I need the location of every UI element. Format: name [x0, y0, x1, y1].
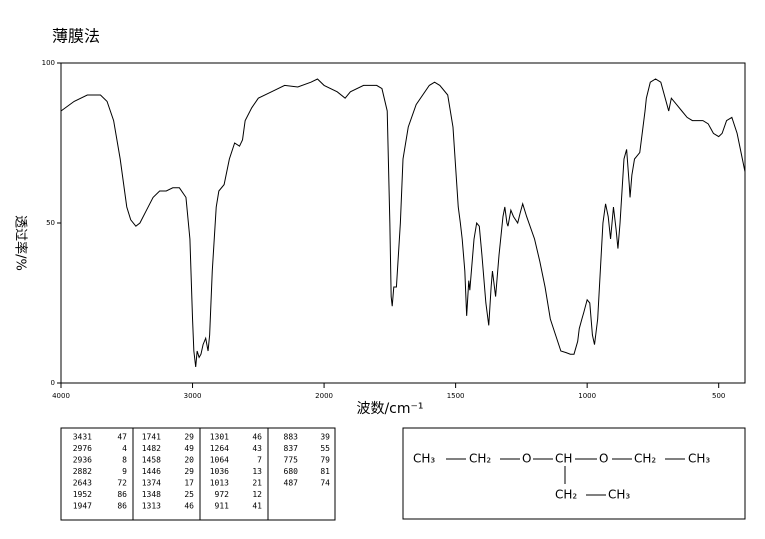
- peak-transmittance: 17: [184, 479, 194, 488]
- structure-group: CH₂: [634, 452, 656, 466]
- x-tick-label: 500: [712, 392, 725, 400]
- peak-transmittance: 47: [117, 433, 127, 442]
- x-tick-label: 3000: [184, 392, 202, 400]
- peak-transmittance: 86: [117, 502, 127, 511]
- spectrum-line: [60, 78, 746, 368]
- x-tick-label: 1000: [578, 392, 596, 400]
- y-tick-label: 0: [51, 379, 55, 387]
- peak-transmittance: 29: [184, 433, 194, 442]
- peak-wavenumber: 1947: [73, 502, 92, 511]
- peak-wavenumber: 1374: [142, 479, 161, 488]
- peak-transmittance: 7: [257, 456, 262, 465]
- structure-group: CH: [555, 452, 572, 466]
- peak-transmittance: 29: [184, 467, 194, 476]
- peak-transmittance: 86: [117, 490, 127, 499]
- peak-transmittance: 41: [252, 502, 262, 511]
- structure-group: CH₂: [469, 452, 491, 466]
- chart-title: 薄膜法: [52, 27, 100, 46]
- peak-wavenumber: 2936: [73, 456, 92, 465]
- structure-frame: [402, 427, 746, 520]
- structure-group: O: [599, 452, 608, 466]
- peak-wavenumber: 972: [215, 490, 230, 499]
- peak-wavenumber: 1313: [142, 502, 161, 511]
- peak-table-frame: [60, 427, 336, 521]
- peak-wavenumber: 1741: [142, 433, 161, 442]
- peak-wavenumber: 1458: [142, 456, 161, 465]
- peak-wavenumber: 3431: [73, 433, 92, 442]
- x-tick-label: 4000: [52, 392, 70, 400]
- peak-wavenumber: 911: [215, 502, 230, 511]
- peak-wavenumber: 1064: [210, 456, 229, 465]
- peak-transmittance: 9: [122, 467, 127, 476]
- peak-transmittance: 74: [320, 479, 330, 488]
- peak-transmittance: 12: [252, 490, 262, 499]
- peak-transmittance: 55: [320, 444, 330, 453]
- peak-wavenumber: 680: [284, 467, 299, 476]
- x-axis-label: 波数/cm⁻¹: [356, 401, 423, 417]
- y-tick-label: 100: [42, 59, 55, 67]
- x-tick-label: 2000: [315, 392, 333, 400]
- peak-wavenumber: 1446: [142, 467, 161, 476]
- peak-wavenumber: 883: [284, 433, 299, 442]
- peak-transmittance: 4: [122, 444, 127, 453]
- structure-bonds: [446, 458, 685, 496]
- peak-transmittance: 46: [184, 502, 194, 511]
- peak-wavenumber: 1013: [210, 479, 229, 488]
- peak-wavenumber: 1301: [210, 433, 229, 442]
- peak-wavenumber: 487: [284, 479, 299, 488]
- peak-transmittance: 72: [117, 479, 127, 488]
- structure-group: CH₃: [688, 452, 710, 466]
- peak-transmittance: 79: [320, 456, 330, 465]
- peak-transmittance: 81: [320, 467, 330, 476]
- peak-wavenumber: 1482: [142, 444, 161, 453]
- peak-transmittance: 20: [184, 456, 194, 465]
- peak-wavenumber: 1036: [210, 467, 229, 476]
- structure-group: CH₃: [608, 488, 630, 502]
- y-tick-label: 50: [46, 219, 55, 227]
- peak-transmittance: 21: [252, 479, 262, 488]
- peak-transmittance: 8: [122, 456, 127, 465]
- peak-wavenumber: 2882: [73, 467, 92, 476]
- peak-wavenumber: 1348: [142, 490, 161, 499]
- y-axis-label: 透过率/%: [13, 215, 29, 271]
- peak-transmittance: 39: [320, 433, 330, 442]
- x-tick-label: 1500: [447, 392, 465, 400]
- structure-group: CH₃: [413, 452, 435, 466]
- peak-transmittance: 25: [184, 490, 194, 499]
- structure-group: CH₂: [555, 488, 577, 502]
- peak-wavenumber: 2976: [73, 444, 92, 453]
- peak-wavenumber: 775: [284, 456, 299, 465]
- peak-transmittance: 49: [184, 444, 194, 453]
- peak-wavenumber: 837: [284, 444, 299, 453]
- plot-frame: [60, 62, 746, 384]
- peak-transmittance: 46: [252, 433, 262, 442]
- peak-wavenumber: 2643: [73, 479, 92, 488]
- peak-wavenumber: 1952: [73, 490, 92, 499]
- peak-transmittance: 43: [252, 444, 262, 453]
- peak-wavenumber: 1264: [210, 444, 229, 453]
- structure-group: O: [522, 452, 531, 466]
- peak-transmittance: 13: [252, 467, 262, 476]
